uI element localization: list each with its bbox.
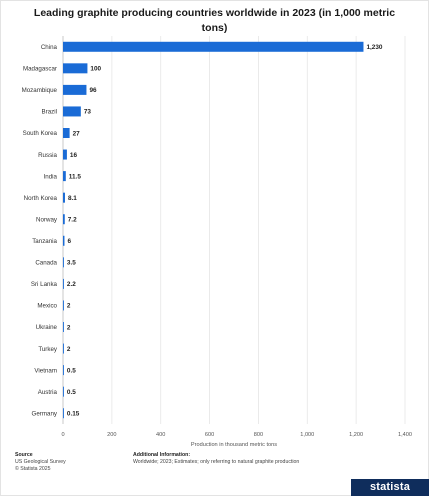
category-label: Brazil	[42, 109, 57, 116]
bar-vietnam	[63, 365, 64, 376]
bar-norway	[63, 214, 65, 225]
bar-madagascar	[63, 63, 88, 74]
value-label: 2	[67, 346, 71, 353]
value-label: 2.2	[67, 281, 76, 288]
value-label: 2	[67, 324, 71, 331]
info-heading: Additional Information:	[133, 452, 191, 458]
x-tick-label: 1,200	[349, 432, 363, 438]
category-label: India	[44, 173, 58, 180]
bar-canada	[63, 257, 64, 268]
bar-ukraine	[63, 322, 64, 332]
value-label: 0.5	[67, 389, 76, 396]
bar-china	[63, 41, 364, 52]
category-label: Ukraine	[36, 324, 58, 331]
category-label: Madagascar	[23, 66, 57, 73]
source-block: Source US Geological Survey © Statista 2…	[15, 452, 66, 473]
value-label: 2	[67, 303, 71, 310]
value-label: 3.5	[67, 260, 76, 267]
x-tick-label: 1,000	[300, 432, 314, 438]
x-tick-label: 400	[156, 432, 165, 438]
value-label: 100	[90, 66, 101, 73]
bar-austria	[63, 386, 64, 397]
x-axis-label: Production in thousand metric tons	[191, 442, 277, 448]
value-label: 1,230	[366, 44, 382, 51]
value-label: 96	[89, 87, 97, 94]
statista-logo: statista	[351, 479, 429, 496]
category-label: Canada	[35, 260, 57, 267]
bar-brazil	[63, 106, 81, 117]
value-label: 6	[67, 238, 71, 245]
x-tick-label: 1,400	[398, 432, 412, 438]
category-label: Germany	[32, 410, 58, 417]
x-tick-label: 200	[107, 432, 116, 438]
bar-turkey	[63, 343, 64, 354]
x-tick-label: 800	[254, 432, 263, 438]
value-label: 27	[73, 130, 81, 137]
category-label: Sri Lanka	[31, 281, 58, 288]
bar-south-korea	[63, 128, 70, 138]
bar-germany	[63, 408, 64, 419]
value-label: 8.1	[68, 195, 77, 202]
bar-mexico	[63, 300, 64, 311]
category-label: North Korea	[24, 195, 58, 202]
x-tick-label: 0	[61, 432, 64, 438]
category-label: South Korea	[23, 130, 58, 137]
source-line-2: © Statista 2025	[15, 466, 51, 472]
category-label: China	[41, 44, 58, 51]
value-label: 11.5	[69, 173, 82, 180]
category-label: Austria	[38, 389, 58, 396]
bar-sri-lanka	[63, 278, 64, 289]
info-text: Worldwide; 2023; Estimates; only referri…	[133, 459, 300, 465]
value-label: 0.5	[67, 367, 76, 374]
source-line-1: US Geological Survey	[15, 459, 66, 465]
category-label: Russia	[38, 152, 57, 159]
bar-russia	[63, 149, 67, 160]
value-label: 0.15	[67, 411, 80, 418]
category-label: Turkey	[38, 346, 58, 353]
source-heading: Source	[15, 452, 33, 458]
category-label: Mozambique	[22, 87, 58, 94]
x-tick-label: 600	[205, 432, 214, 438]
bar-india	[63, 171, 66, 182]
category-label: Vietnam	[34, 367, 57, 374]
chart-title: Leading graphite producing countries wor…	[33, 7, 396, 34]
value-label: 73	[84, 109, 92, 116]
category-label: Mexico	[37, 303, 57, 310]
info-block: Additional Information: Worldwide; 2023;…	[133, 452, 299, 466]
bar-north-korea	[63, 192, 65, 203]
value-label: 16	[70, 152, 78, 159]
category-label: Tanzania	[32, 238, 57, 245]
value-label: 7.2	[68, 217, 77, 224]
bar-tanzania	[63, 235, 65, 246]
bar-mozambique	[63, 84, 87, 95]
category-label: Norway	[36, 216, 58, 223]
